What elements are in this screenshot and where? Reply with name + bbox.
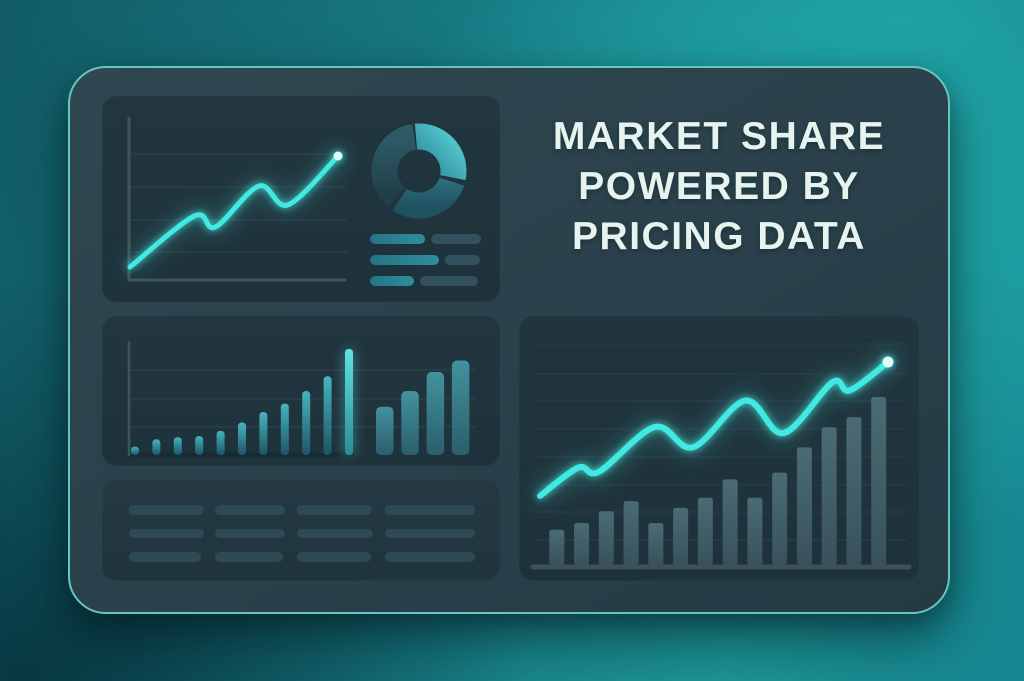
table-cell-pill <box>215 505 285 515</box>
legend-pill <box>370 276 414 286</box>
donut-legend-placeholder <box>370 234 481 297</box>
small-bar-chart <box>127 340 476 457</box>
bar <box>846 417 862 565</box>
donut-chart <box>371 123 467 219</box>
combo-chart-panel <box>519 316 919 581</box>
bar <box>238 422 246 455</box>
table-cell-pill <box>215 528 285 539</box>
bar <box>697 497 713 565</box>
table-row <box>102 528 500 539</box>
dashboard-card: MARKET SHARE POWERED BY PRICING DATA <box>68 66 950 614</box>
bar <box>259 412 268 455</box>
wide-bar <box>376 406 394 455</box>
bar <box>345 349 353 455</box>
table-cell-pill <box>297 505 372 515</box>
donut-segment <box>392 176 465 219</box>
bar <box>871 397 887 565</box>
bar <box>216 430 225 455</box>
legend-pill <box>370 234 425 244</box>
line-chart-panel <box>102 96 500 302</box>
table-cell-pill <box>385 505 475 515</box>
bar <box>195 436 204 455</box>
legend-row <box>370 234 481 244</box>
wide-bar <box>401 390 419 455</box>
legend-pill <box>420 276 478 286</box>
table-cell-pill <box>129 552 201 562</box>
table-cell-pill <box>297 528 373 539</box>
table-cell-pill <box>129 528 204 539</box>
trend-line <box>537 359 891 499</box>
axis <box>127 116 347 282</box>
bar <box>302 391 311 455</box>
bar <box>772 472 788 565</box>
table-cell-pill <box>215 552 283 562</box>
table-cell-pill <box>385 552 475 562</box>
headline: MARKET SHARE POWERED BY PRICING DATA <box>511 112 927 262</box>
table-panel <box>102 479 500 581</box>
bar <box>173 437 182 455</box>
bar <box>673 507 689 565</box>
legend-pill <box>370 255 439 265</box>
line-end-dot <box>333 151 343 161</box>
bar <box>747 497 763 565</box>
line-end-dot <box>882 356 894 368</box>
table-cell-pill <box>385 528 475 539</box>
bar-chart-panel <box>102 316 500 466</box>
trend-line <box>127 153 341 270</box>
bar <box>623 501 639 565</box>
table-cell-pill <box>129 505 204 515</box>
legend-pill <box>431 234 481 244</box>
bar <box>648 523 664 565</box>
combo-line-bar-chart <box>530 343 912 570</box>
bar <box>323 376 332 455</box>
bar <box>280 403 289 455</box>
bar <box>152 439 161 455</box>
bar <box>821 427 837 565</box>
table-placeholder-rows <box>102 479 500 581</box>
wide-bar <box>426 372 445 455</box>
headline-line-2: POWERED BY <box>578 165 860 208</box>
bar <box>131 446 139 455</box>
headline-line-3: PRICING DATA <box>572 215 866 258</box>
bar <box>796 447 812 565</box>
wide-bar <box>451 360 470 455</box>
donut-segment <box>414 123 467 181</box>
table-row <box>102 505 500 515</box>
headline-line-1: MARKET SHARE <box>552 115 886 158</box>
table-cell-pill <box>297 552 371 562</box>
legend-row <box>370 276 481 286</box>
bar <box>722 479 738 565</box>
bar <box>598 511 614 565</box>
donut-segment <box>371 123 417 207</box>
table-row <box>102 552 500 562</box>
bar <box>574 523 590 565</box>
legend-row <box>370 255 481 265</box>
small-line-chart <box>127 116 347 282</box>
bar <box>549 529 565 565</box>
legend-pill <box>445 255 480 265</box>
